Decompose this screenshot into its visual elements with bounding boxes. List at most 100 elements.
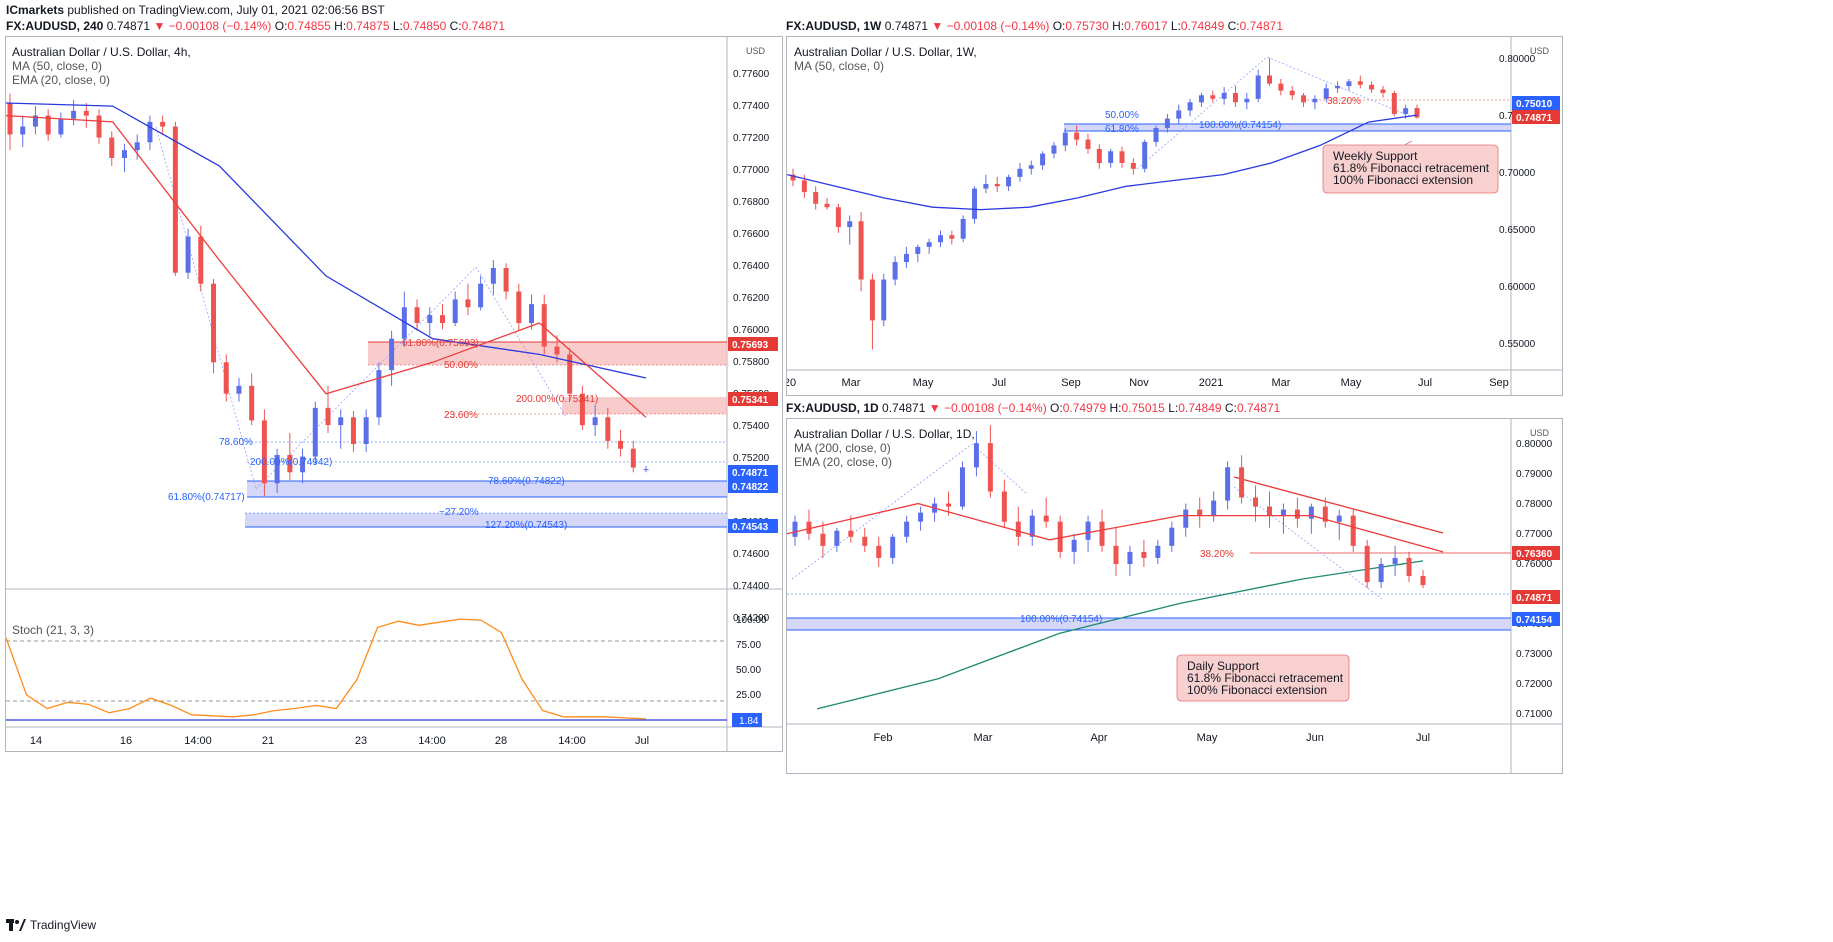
h4-chart-pane[interactable]: 0.77600 0.77400 0.77200 0.77000 0.76800 0.766… [5,36,783,752]
h4-candle-body [516,291,522,323]
d1-candle-body [1197,509,1203,516]
w1-candle-body [1096,148,1102,163]
w1-candle-body [1130,162,1136,169]
tradingview-brand[interactable]: TradingView [30,918,97,932]
d1-high: 0.75015 [1121,401,1165,415]
d1-open: 0.74979 [1062,401,1107,415]
w1-candle-body [858,221,864,280]
d1-candle-body [918,512,924,522]
h4-candle-body [490,268,496,284]
d1-price-tag-text: 0.76360 [1516,549,1553,560]
w1-candle-body [1335,85,1341,89]
w1-xtick: Sep [1061,377,1081,389]
w1-currency: USD [1530,46,1550,56]
d1-legend-title: Australian Dollar / U.S. Dollar, 1D, [794,427,975,441]
w1-price-tag-text: 0.75010 [1516,99,1553,110]
w1-candle-body [1062,132,1068,146]
d1-xtick: Jun [1306,732,1324,744]
w1-candle-body [892,262,898,280]
w1-xtick: May [1341,377,1362,389]
h4-open: 0.74855 [287,19,331,33]
h4-fib-label-1: 61.80%(0.75693) [402,338,479,349]
publisher-name[interactable]: ICmarkets [6,3,65,17]
d1-candle-body [806,521,812,534]
w1-candle-body [1176,110,1182,119]
d1-candle-body [904,521,910,537]
d1-chart-pane[interactable]: 0.800000.790000.780000.770000.760000.750… [786,418,1563,774]
d1-price: 0.74871 [882,401,926,415]
d1-note-box [1176,654,1350,702]
w1-candle-body [1085,139,1091,149]
w1-xtick: Mar [1272,377,1291,389]
w1-candle-body [972,188,978,219]
w1-candle-body [1346,81,1352,86]
d1-candle-body [1015,521,1021,537]
d1-candle-body [1043,515,1049,522]
w1-fib-label-2: 50.00% [1105,110,1139,121]
publish-text: published on TradingView.com, July 01, 2… [67,3,385,17]
w1-note-line-1: Weekly Support [1333,149,1418,163]
d1-fib-label-2: 100.00%(0.74154) [1020,614,1102,625]
h4-candle-body [300,456,306,473]
h4-fib-label-6: 200.00%(0.74942) [250,457,332,468]
h4-ytick: 0.77200 [733,133,770,144]
d1-xtick: Jul [1416,732,1430,744]
h4-candle-body [7,103,13,135]
h4-stoch-ytick: 50.00 [736,665,761,676]
h4-legend-ema[interactable]: EMA (20, close, 0) [12,73,110,87]
h4-candle-body [465,299,471,308]
w1-fib-label-4: 100.00%(0.74154) [1199,120,1281,131]
d1-candle-body [1029,515,1035,537]
tradingview-logo-icon [6,919,26,931]
publish-info: ICmarkets published on TradingView.com, … [6,3,385,17]
h4-stoch-ytick: 75.00 [736,640,761,651]
w1-candle-body [1074,132,1080,140]
w1-legend-ma[interactable]: MA (50, close, 0) [794,59,884,73]
h4-candle-body [198,236,204,284]
h4-fib-label-9: −27.20% [439,507,479,518]
w1-candle-body [1142,141,1148,169]
h4-chart-svg[interactable]: 0.77600 0.77400 0.77200 0.77000 0.76800 0.766… [5,37,782,751]
h4-candle-body [147,121,153,143]
w1-candle-body [1164,118,1170,128]
w1-high: 0.76017 [1124,19,1168,33]
w1-xtick: Mar [842,377,861,389]
d1-chart-svg[interactable]: 0.800000.790000.780000.770000.760000.750… [786,419,1562,773]
h4-currency: USD [746,46,766,56]
h4-price-tag-text: 0.74822 [732,482,769,493]
d1-legend-ma[interactable]: MA (200, close, 0) [794,441,891,455]
h4-price: 0.74871 [106,19,151,33]
w1-symbol: FX:AUDUSD, 1W [786,19,882,33]
d1-candle-body [1211,500,1217,516]
h4-candle-body [439,315,445,323]
h4-candle-body [160,121,166,127]
w1-candle-body [1187,102,1193,111]
d1-price-tag [1512,590,1560,604]
h4-fib-label-10: 127.20%(0.74543) [485,520,567,531]
w1-price-tag [1512,110,1560,124]
h4-stoch-line [5,618,647,720]
h4-ytick: 0.74200 [733,613,770,624]
w1-note-box [1322,144,1499,194]
w1-chart-svg[interactable]: 0.800000.750000.700000.650000.600000.550… [784,37,1562,395]
d1-candle-body [1141,551,1147,558]
h4-price-tag-text: 0.74871 [732,468,769,479]
w1-candle-body [1289,90,1295,96]
h4-stoch-label[interactable]: Stoch (21, 3, 3) [12,623,94,637]
h4-xtick: 14:00 [184,735,212,747]
h4-candle-body [211,283,217,363]
h4-candle-body [567,354,573,394]
d1-candle-body [1155,545,1161,558]
w1-candle-body [1006,176,1012,187]
w1-note-line-3: 100% Fibonacci extension [1333,173,1473,187]
h4-candle-body [185,236,191,273]
d1-legend-ema[interactable]: EMA (20, close, 0) [794,455,892,469]
d1-xtick: May [1197,732,1218,744]
w1-candle-body [1051,145,1057,154]
h4-ytick: 0.76600 [733,229,770,240]
h4-legend-ma[interactable]: MA (50, close, 0) [12,59,102,73]
w1-xtick: 20 [787,377,796,389]
h4-candle-body [541,304,547,347]
w1-change: ▼ −0.00108 (−0.14%) [931,19,1050,33]
w1-chart-pane[interactable]: 0.800000.750000.700000.650000.600000.550… [784,36,1563,396]
